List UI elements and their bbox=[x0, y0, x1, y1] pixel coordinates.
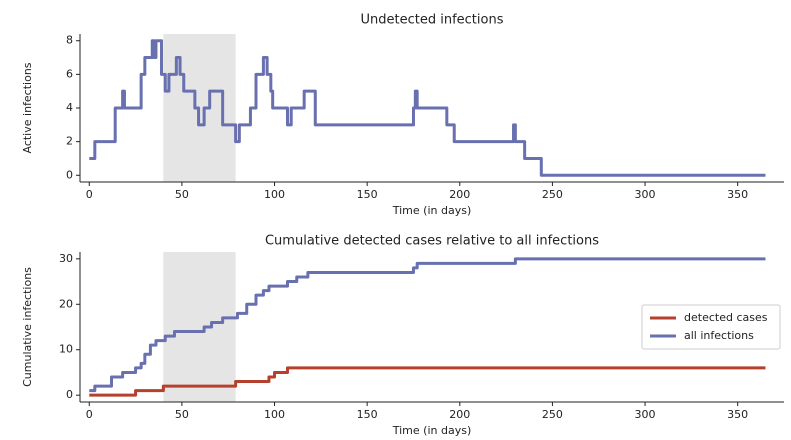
x-tick-label: 300 bbox=[635, 188, 656, 201]
legend-box bbox=[641, 304, 781, 350]
chart-title: Cumulative detected cases relative to al… bbox=[265, 234, 599, 249]
y-axis-label: Cumulative infections bbox=[21, 267, 34, 387]
shaded-region bbox=[163, 252, 236, 402]
x-tick-label: 200 bbox=[449, 408, 470, 421]
x-tick-label: 350 bbox=[727, 188, 748, 201]
x-tick-label: 50 bbox=[175, 188, 189, 201]
x-tick-label: 150 bbox=[357, 188, 378, 201]
y-tick-label: 0 bbox=[66, 388, 73, 401]
y-tick-label: 10 bbox=[59, 343, 73, 356]
x-tick-label: 100 bbox=[264, 408, 285, 421]
y-axis-label: Active infections bbox=[21, 62, 34, 153]
x-tick-label: 0 bbox=[86, 188, 93, 201]
x-tick-label: 250 bbox=[542, 408, 563, 421]
x-tick-label: 0 bbox=[86, 408, 93, 421]
y-tick-label: 30 bbox=[59, 252, 73, 265]
y-tick-label: 4 bbox=[66, 101, 73, 114]
x-tick-label: 150 bbox=[357, 408, 378, 421]
legend-label: all infections bbox=[684, 329, 754, 342]
y-tick-label: 8 bbox=[66, 34, 73, 47]
x-axis-label: Time (in days) bbox=[392, 424, 472, 437]
x-axis-label: Time (in days) bbox=[392, 204, 472, 217]
legend-label: detected cases bbox=[684, 311, 768, 324]
x-tick-label: 100 bbox=[264, 188, 285, 201]
y-tick-label: 0 bbox=[66, 168, 73, 181]
x-tick-label: 200 bbox=[449, 188, 470, 201]
x-tick-label: 350 bbox=[727, 408, 748, 421]
y-tick-label: 20 bbox=[59, 297, 73, 310]
series-line bbox=[89, 39, 766, 177]
y-tick-label: 2 bbox=[66, 135, 73, 148]
x-tick-label: 50 bbox=[175, 408, 189, 421]
chart-title: Undetected infections bbox=[361, 13, 504, 28]
legend: detected cases all infections bbox=[641, 304, 781, 350]
y-tick-label: 6 bbox=[66, 67, 73, 80]
x-tick-label: 250 bbox=[542, 188, 563, 201]
series-line bbox=[89, 366, 766, 397]
x-tick-label: 300 bbox=[635, 408, 656, 421]
series-line bbox=[89, 257, 766, 393]
